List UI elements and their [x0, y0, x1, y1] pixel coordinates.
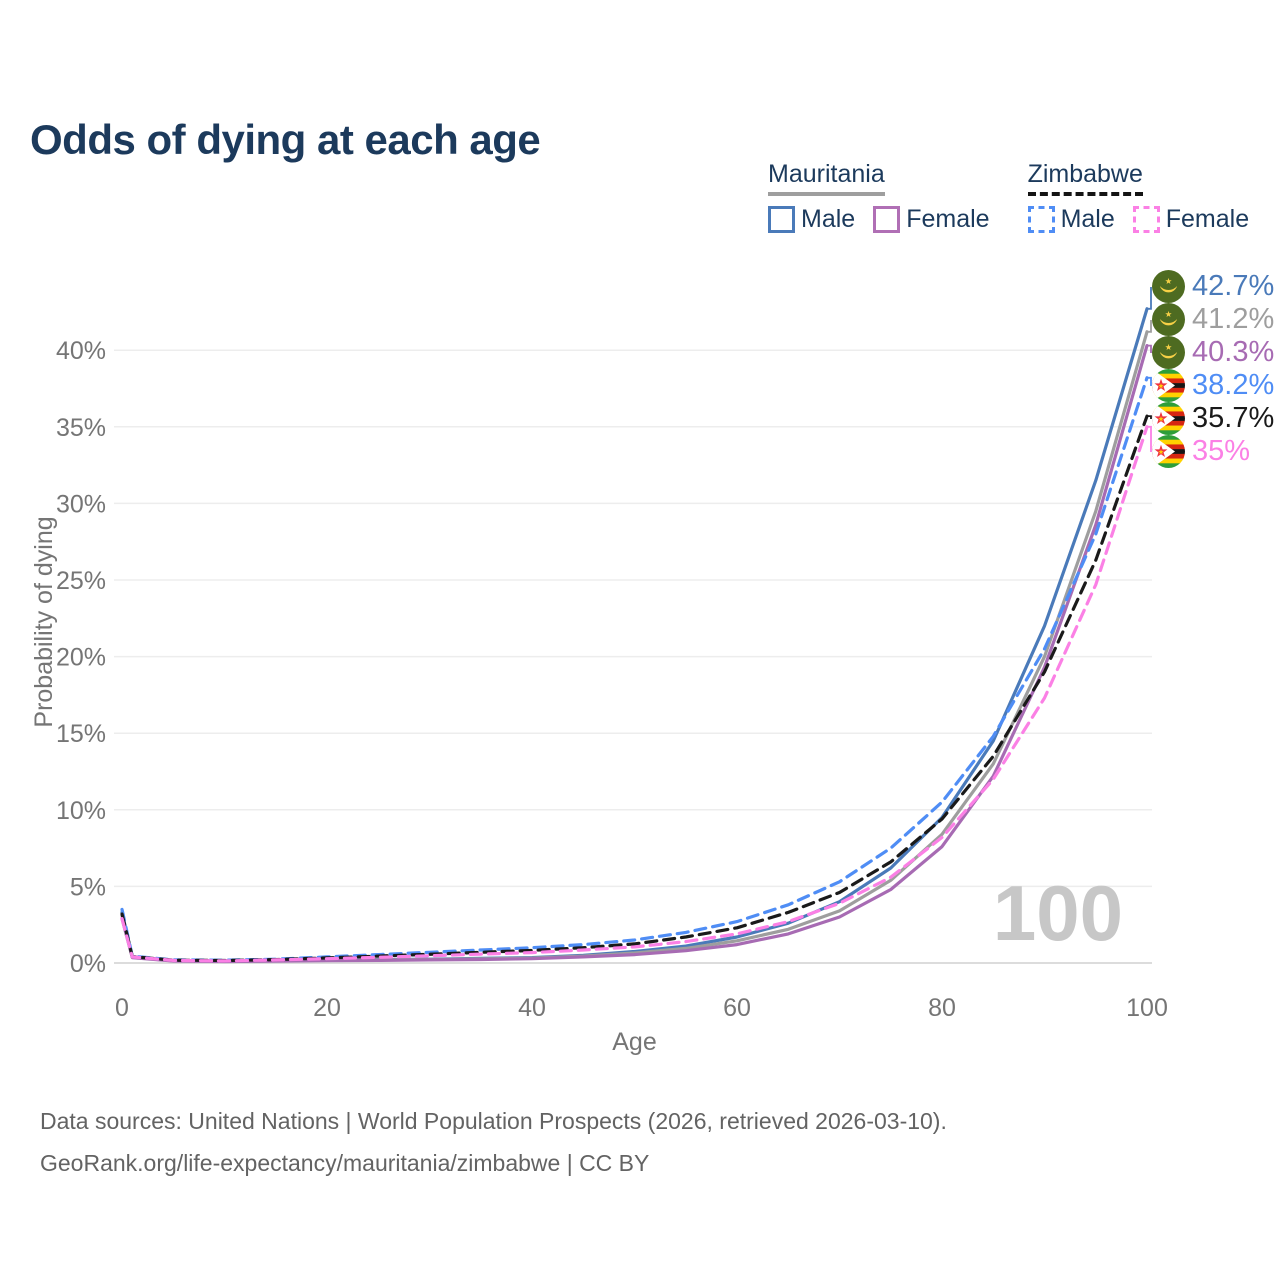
x-axis-tick: 60 — [723, 994, 751, 1022]
legend-items-mauritania: Male Female — [768, 205, 990, 234]
legend-item-label: Female — [906, 205, 990, 233]
y-axis-tick: 5% — [70, 873, 106, 901]
y-axis-tick: 35% — [56, 414, 106, 442]
footer-data-sources: Data sources: United Nations | World Pop… — [40, 1108, 947, 1134]
y-axis-tick: 30% — [56, 490, 106, 518]
x-axis-tick: 100 — [1126, 994, 1168, 1022]
legend: Mauritania Male Female Zimbabwe Male Fem… — [768, 160, 1249, 234]
legend-group-mauritania: Mauritania Male Female — [768, 160, 990, 234]
y-axis-tick: 40% — [56, 337, 106, 365]
legend-item-mauritania-female[interactable]: Female — [873, 205, 990, 234]
mauritania-female-swatch-icon — [873, 206, 901, 233]
series-line-mauritania-male[interactable] — [120, 307, 1149, 963]
end-label-value: 35.7% — [1192, 402, 1275, 434]
end-label-connector — [1147, 415, 1152, 419]
end-label-mauritania-female: 40.3% — [1152, 336, 1274, 369]
end-label-value: 41.2% — [1192, 303, 1275, 335]
zimbabwe-flag-icon — [1152, 435, 1185, 468]
end-label-mauritania-male: 42.7% — [1152, 270, 1274, 303]
mauritania-male-swatch-icon — [768, 206, 795, 233]
end-label-zimbabwe-both-sexes: 35.7% — [1152, 402, 1274, 435]
legend-header-mauritania[interactable]: Mauritania — [768, 160, 885, 196]
zimbabwe-male-swatch-icon — [1027, 206, 1055, 233]
end-label-zimbabwe-female: 35% — [1152, 435, 1250, 468]
legend-item-label: Male — [801, 205, 856, 233]
end-label-value: 38.2% — [1192, 369, 1275, 401]
x-axis-tick: 20 — [313, 994, 341, 1022]
end-label-mauritania-both-sexes: 41.2% — [1152, 303, 1274, 336]
end-label-connector — [1147, 425, 1152, 452]
end-label-value: 35% — [1192, 435, 1251, 467]
x-axis-tick: 80 — [928, 994, 956, 1022]
y-axis-tick: 15% — [56, 720, 106, 748]
footer-attribution[interactable]: GeoRank.org/life-expectancy/mauritania/z… — [40, 1150, 650, 1176]
zimbabwe-female-swatch-icon — [1132, 206, 1160, 233]
mauritania-flag-icon — [1152, 270, 1185, 303]
mauritania-flag-icon — [1152, 303, 1185, 336]
x-axis-tick: 0 — [115, 994, 129, 1022]
y-axis-tick: 0% — [70, 950, 106, 978]
series-line-zimbabwe-both-sexes[interactable] — [120, 414, 1149, 963]
legend-item-zimbabwe-female[interactable]: Female — [1132, 205, 1250, 234]
end-label-zimbabwe-male: 38.2% — [1152, 369, 1274, 402]
legend-header-zimbabwe[interactable]: Zimbabwe — [1027, 160, 1143, 196]
legend-item-label: Female — [1165, 205, 1250, 233]
end-label-value: 42.7% — [1192, 270, 1275, 302]
zimbabwe-flag-icon — [1152, 402, 1185, 435]
x-axis-title: Age — [612, 1028, 656, 1056]
watermark-age-100: 100 — [993, 869, 1123, 957]
y-axis-tick: 25% — [56, 567, 106, 595]
legend-item-label: Male — [1060, 205, 1115, 233]
legend-item-mauritania-male[interactable]: Male — [768, 205, 855, 234]
y-axis-tick: 20% — [56, 644, 106, 672]
mauritania-flag-icon — [1152, 336, 1185, 369]
page-title: Odds of dying at each age — [30, 116, 541, 164]
end-label-connector — [1147, 287, 1152, 310]
legend-group-zimbabwe: Zimbabwe Male Female — [1027, 160, 1250, 234]
end-label-connector — [1147, 320, 1152, 333]
zimbabwe-flag-icon — [1152, 369, 1185, 402]
x-axis-tick: 40 — [518, 994, 546, 1022]
legend-item-zimbabwe-male[interactable]: Male — [1027, 205, 1115, 234]
legend-items-zimbabwe: Male Female — [1027, 205, 1250, 234]
legend-zimbabwe-label: Zimbabwe — [1027, 160, 1143, 188]
end-label-connector — [1147, 344, 1152, 353]
y-axis-tick: 10% — [56, 797, 106, 825]
legend-mauritania-label: Mauritania — [768, 160, 885, 188]
end-label-value: 40.3% — [1192, 336, 1275, 368]
y-axis-title: Probability of dying — [30, 516, 58, 727]
end-label-connector — [1147, 376, 1152, 386]
